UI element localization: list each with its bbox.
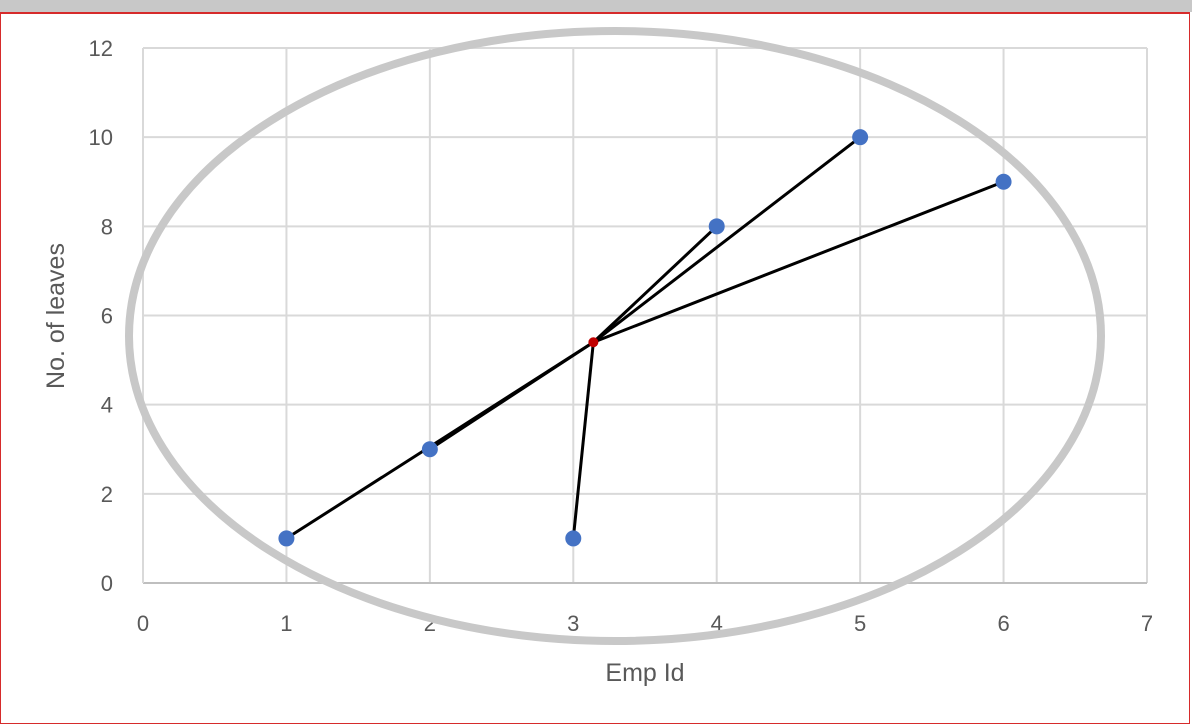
- x-tick-label: 4: [711, 611, 723, 636]
- x-tick-label: 0: [137, 611, 149, 636]
- y-tick-label: 4: [101, 393, 113, 418]
- data-point: [565, 530, 582, 547]
- x-axis-title: Emp Id: [605, 659, 684, 687]
- cluster-ellipse: [125, 27, 1105, 645]
- centroid-line: [592, 180, 1005, 344]
- axes: [142, 48, 1147, 584]
- centroid-lines: [285, 135, 1005, 540]
- y-tick-label: 0: [101, 571, 113, 596]
- data-points: [278, 129, 1012, 547]
- centroid-line: [429, 340, 595, 451]
- x-tick-label: 3: [567, 611, 579, 636]
- cluster-overlay: [125, 27, 1105, 645]
- x-tick-label: 7: [1141, 611, 1153, 636]
- y-tick-label: 6: [101, 304, 113, 329]
- chart-frame: [0, 12, 1190, 724]
- y-axis-title: No. of leaves: [42, 243, 70, 389]
- data-point: [278, 530, 295, 547]
- data-point: [852, 129, 869, 146]
- x-tick-label: 6: [997, 611, 1009, 636]
- data-point: [995, 173, 1012, 190]
- data-point: [421, 441, 438, 458]
- y-tick-label: 12: [89, 36, 113, 61]
- grid-lines: [143, 47, 1148, 583]
- top-bar: [0, 0, 1192, 12]
- y-tick-label: 8: [101, 214, 113, 239]
- x-tick-label: 5: [854, 611, 866, 636]
- data-point: [708, 218, 725, 235]
- y-tick-label: 2: [101, 482, 113, 507]
- x-tick-label: 1: [280, 611, 292, 636]
- y-tick-label: 10: [89, 125, 113, 150]
- centroid-line: [571, 342, 595, 539]
- centroid-line: [592, 135, 862, 344]
- centroid-line: [592, 225, 718, 344]
- centroid-point: [588, 337, 599, 348]
